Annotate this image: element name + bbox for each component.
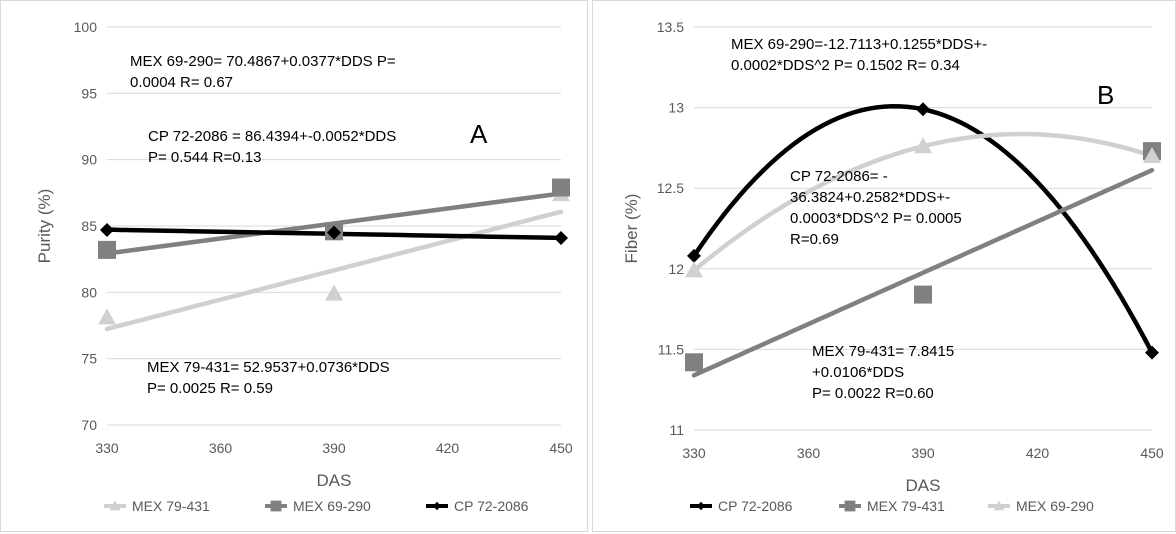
x-tick-label: 390 (322, 440, 346, 456)
legend-marker-mex-79-431 (109, 500, 121, 511)
y-tick-label: 12.5 (657, 180, 684, 196)
y-tick-label: 11.5 (658, 341, 684, 357)
y-axis-title: Fiber (%) (622, 194, 641, 264)
legend-label: CP 72-2086 (454, 498, 529, 514)
equation-annotation: MEX 79-431= 52.9537+0.0736*DDS (147, 359, 390, 376)
x-tick-label: 450 (1140, 445, 1164, 461)
y-tick-label: 90 (81, 152, 97, 168)
data-point-cp-72-2086 (916, 102, 930, 117)
y-tick-label: 11 (669, 422, 684, 438)
chart-b-svg: 11 11.5 12 12.5 13 13.5 330 360 390 420 450 DAS Fibe… (622, 19, 1164, 514)
x-tick-label: 360 (797, 445, 821, 461)
data-point-mex-69-290 (685, 261, 703, 278)
equation-annotation: 0.0004 R= 0.67 (130, 74, 233, 91)
legend-label: MEX 69-290 (1016, 498, 1094, 514)
y-tick-label: 12 (668, 261, 684, 277)
data-point-mex-79-431 (685, 353, 703, 372)
y-tick-label: 85 (81, 218, 97, 234)
trendline-mex-79-431 (104, 209, 564, 332)
legend-label: MEX 69-290 (293, 498, 371, 514)
x-axis-title: DAS (317, 471, 352, 490)
trendline-mex-79-431 (691, 167, 1155, 378)
equation-annotation: CP 72-2086 = 86.4394+-0.0052*DDS (148, 128, 396, 145)
equation-annotation: P= 0.0025 R= 0.59 (147, 380, 273, 397)
data-point-cp-72-2086 (554, 230, 568, 245)
legend-marker-cp-72-2086 (696, 501, 706, 511)
data-point-mex-79-431 (98, 308, 116, 325)
y-tick-label: 13.5 (657, 19, 684, 35)
x-axis-title: DAS (906, 476, 941, 495)
y-tick-label: 75 (81, 351, 97, 367)
chart-panel-b: 11 11.5 12 12.5 13 13.5 330 360 390 420 450 DAS Fibe… (592, 0, 1176, 532)
equation-annotation: MEX 69-290=-12.7113+0.1255*DDS+- (731, 36, 987, 53)
chart-panel-a: 70 75 80 85 90 95 100 330 360 390 420 450 DAS Purity … (0, 0, 588, 532)
legend-label: MEX 79-431 (867, 498, 945, 514)
y-tick-label: 100 (74, 19, 98, 35)
y-tick-label: 70 (81, 417, 97, 433)
equation-annotation: CP 72-2086= - (790, 168, 888, 185)
panel-label: B (1097, 80, 1114, 110)
x-tick-label: 420 (436, 440, 460, 456)
y-tick-label: 95 (81, 85, 97, 101)
data-point-cp-72-2086 (100, 222, 114, 237)
equation-annotation: +0.0106*DDS (812, 364, 904, 381)
x-tick-label: 330 (95, 440, 119, 456)
chart-a-svg: 70 75 80 85 90 95 100 330 360 390 420 450 DAS Purity … (35, 19, 573, 514)
data-point-mex-79-431 (325, 284, 343, 301)
x-tick-label: 390 (911, 445, 935, 461)
y-axis-title: Purity (%) (35, 189, 54, 264)
equation-annotation: 0.0003*DDS^2 P= 0.0005 (790, 210, 962, 227)
legend-label: MEX 79-431 (132, 498, 210, 514)
panel-label: A (470, 119, 488, 149)
equation-annotation: P= 0.0022 R=0.60 (812, 385, 934, 402)
data-point-mex-69-290 (552, 178, 570, 197)
legend-marker-mex-69-290 (270, 500, 282, 512)
data-point-cp-72-2086 (1145, 345, 1159, 360)
legend-marker-cp-72-2086 (432, 501, 442, 511)
equation-annotation: 36.3824+0.2582*DDS+- (790, 189, 950, 206)
data-point-mex-79-431 (914, 285, 932, 304)
legend-marker-mex-69-290 (993, 500, 1005, 511)
legend-marker-mex-79-431 (844, 500, 856, 512)
y-tick-label: 80 (81, 284, 97, 300)
equation-annotation: 0.0002*DDS^2 P= 0.1502 R= 0.34 (731, 57, 960, 74)
equation-annotation: MEX 69-290= 70.4867+0.0377*DDS P= (130, 53, 396, 70)
equation-annotation: MEX 79-431= 7.8415 (812, 343, 954, 360)
data-point-mex-69-290 (914, 137, 932, 154)
data-point-mex-69-290 (98, 240, 116, 259)
x-tick-label: 420 (1026, 445, 1050, 461)
x-tick-label: 360 (209, 440, 233, 456)
equation-annotation: R=0.69 (790, 231, 839, 248)
y-tick-label: 13 (668, 100, 684, 116)
legend-label: CP 72-2086 (718, 498, 793, 514)
data-point-mex-69-290 (1143, 146, 1161, 163)
data-point-cp-72-2086 (327, 225, 341, 240)
data-point-cp-72-2086 (687, 248, 701, 263)
x-tick-label: 330 (682, 445, 706, 461)
equation-annotation: P= 0.544 R=0.13 (148, 149, 261, 166)
x-tick-label: 450 (549, 440, 573, 456)
